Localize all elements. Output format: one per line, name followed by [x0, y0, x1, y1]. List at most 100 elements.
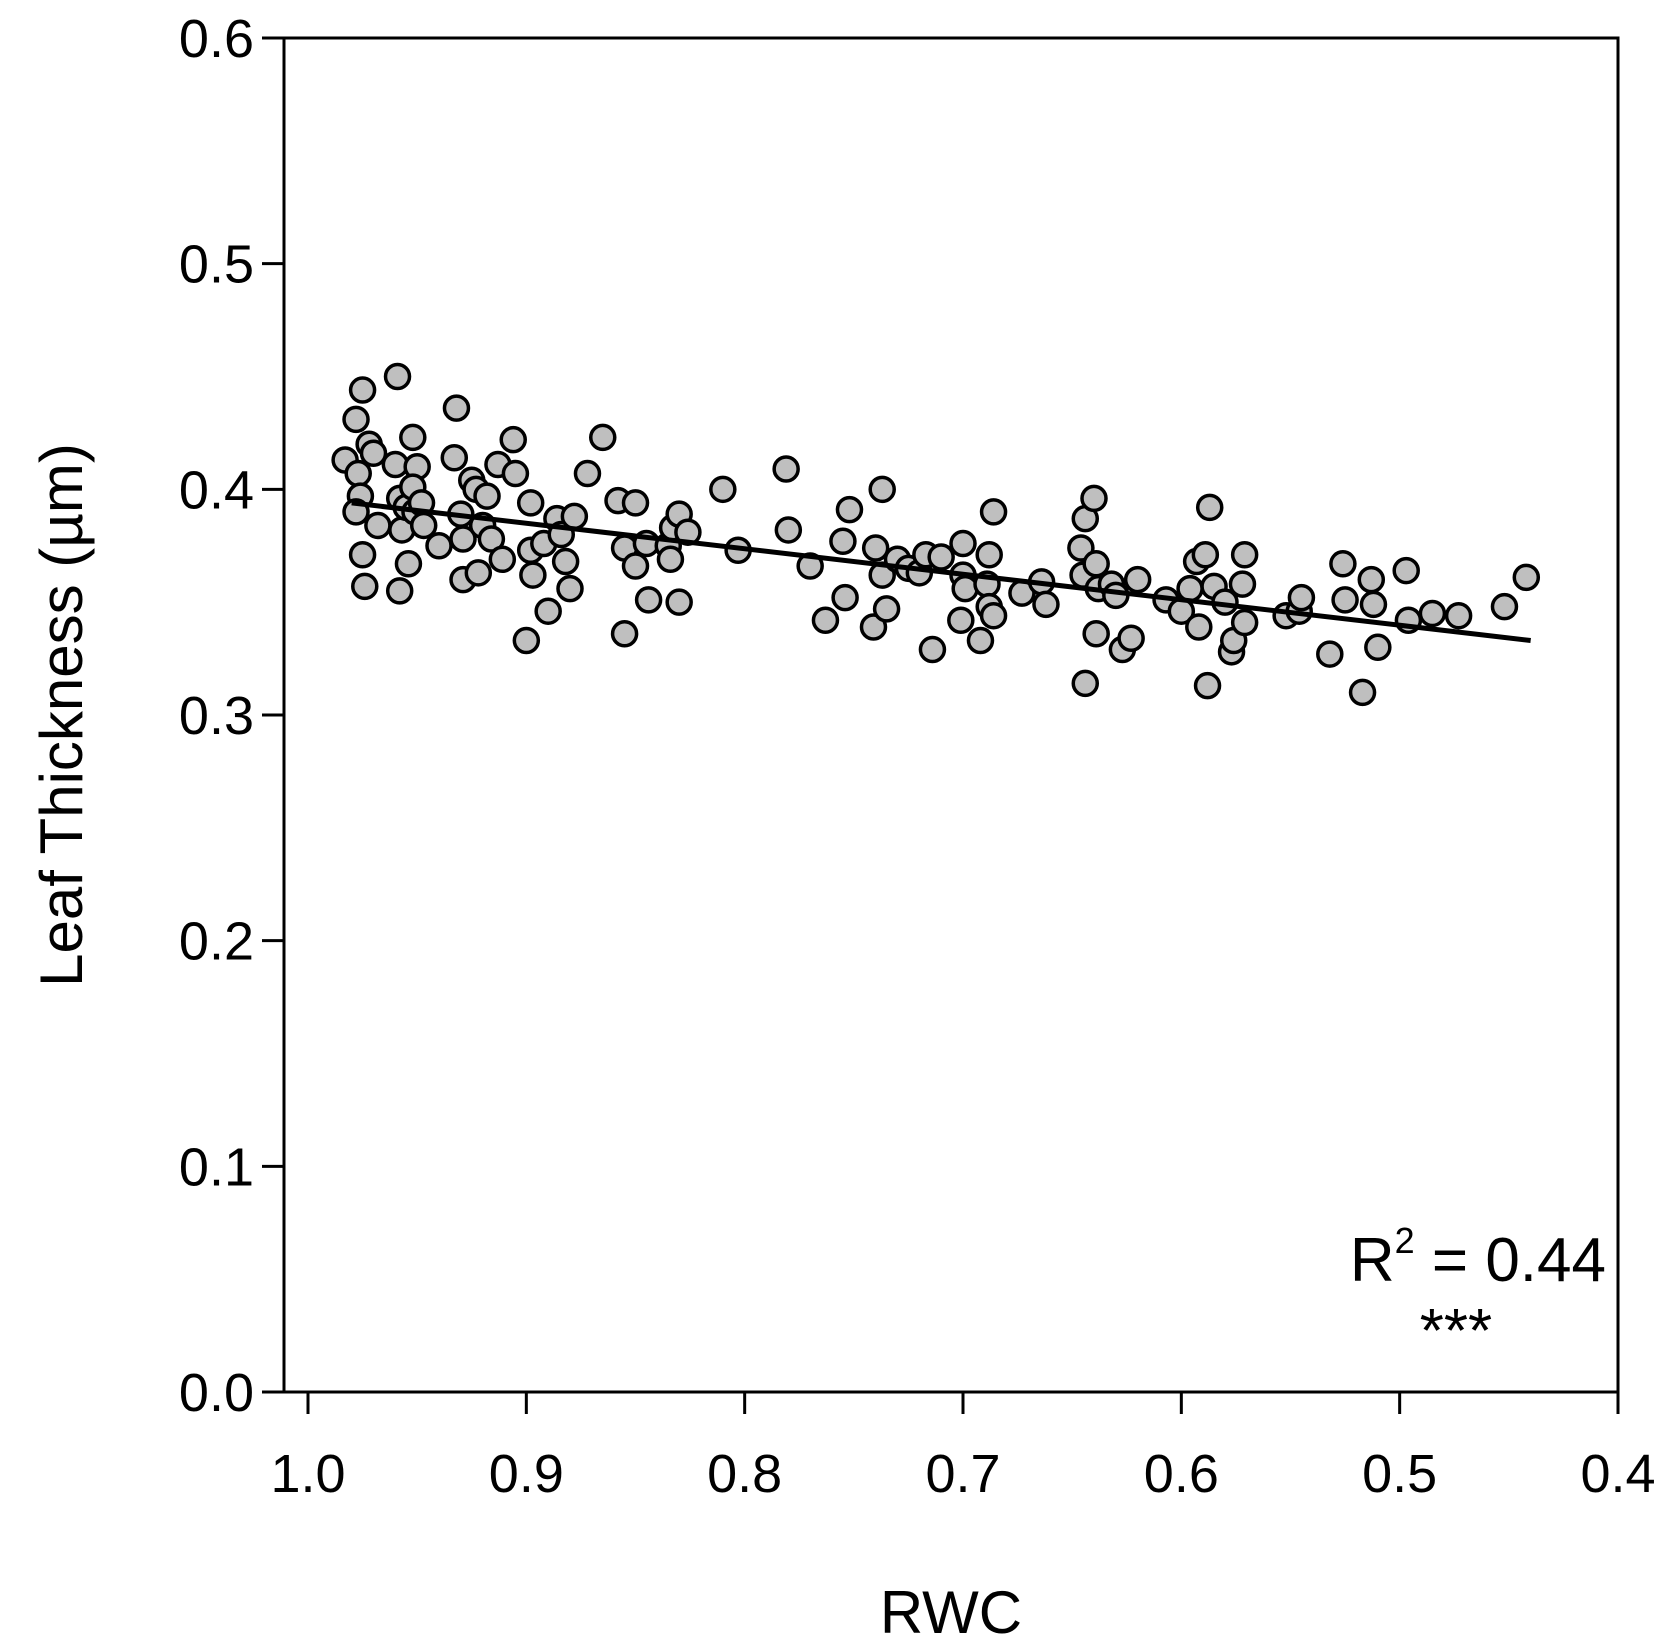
data-point [927, 543, 955, 571]
data-point [344, 459, 372, 488]
significance-stars: *** [1420, 1297, 1492, 1366]
data-point [348, 376, 377, 404]
data-point [440, 443, 469, 472]
data-point [1316, 640, 1344, 668]
data-point [610, 620, 639, 648]
data-point [868, 475, 896, 504]
data-point [1228, 570, 1257, 598]
data-point [621, 489, 650, 517]
data-point [966, 626, 995, 655]
data-point [464, 559, 493, 587]
data-point [351, 572, 379, 601]
data-point [665, 588, 693, 616]
data-point [1032, 590, 1060, 619]
data-point [501, 459, 530, 488]
data-point [634, 586, 663, 614]
data-point [589, 423, 617, 452]
r-squared-value: = 0.44 [1415, 1226, 1606, 1295]
data-point [918, 635, 947, 664]
data-point [621, 552, 650, 580]
data-point [499, 425, 527, 454]
y-tick-label: 0.3 [179, 686, 254, 746]
data-point [473, 482, 501, 510]
scatter-points [331, 362, 1541, 707]
data-point [342, 405, 370, 434]
data-point [861, 534, 890, 562]
data-point [859, 613, 888, 641]
x-tick-label: 0.8 [707, 1444, 782, 1504]
data-point [831, 583, 859, 612]
data-point [1230, 608, 1259, 637]
data-point [1444, 601, 1473, 630]
data-point [975, 541, 1003, 569]
data-point [560, 502, 589, 531]
y-tick-label: 0.1 [179, 1137, 254, 1197]
data-point [774, 516, 803, 544]
data-point [709, 475, 737, 504]
data-point [1080, 484, 1108, 513]
data-point [1287, 583, 1316, 612]
data-point [519, 561, 547, 589]
data-point [1195, 493, 1224, 522]
data-point [949, 529, 977, 558]
data-point [1331, 586, 1359, 614]
data-point [556, 574, 584, 603]
data-point [359, 439, 388, 467]
data-point [772, 455, 800, 483]
data-point [488, 545, 517, 574]
data-point [364, 511, 392, 540]
y-tick-label: 0.6 [179, 9, 254, 69]
data-point [1512, 563, 1541, 592]
data-point [1185, 613, 1213, 641]
x-tick-label: 0.6 [1144, 1444, 1219, 1504]
data-point [385, 577, 414, 605]
data-point [1176, 574, 1204, 603]
x-tick-label: 0.7 [925, 1444, 1000, 1504]
data-point [1490, 592, 1519, 621]
data-point [1418, 599, 1447, 628]
data-point [394, 550, 423, 578]
data-point [1359, 590, 1388, 619]
data-point [656, 545, 685, 574]
data-point [409, 511, 438, 540]
data-point [399, 423, 427, 452]
data-point [979, 601, 1008, 630]
x-tick-label: 0.5 [1362, 1444, 1437, 1504]
data-point [1392, 556, 1420, 585]
axis-ticks [262, 36, 1620, 1414]
data-point [811, 606, 840, 634]
data-point [1191, 541, 1220, 569]
y-tick-label: 0.0 [179, 1363, 254, 1423]
regression-line [351, 500, 1531, 644]
data-point [348, 541, 377, 569]
data-point [1329, 550, 1357, 578]
data-point [442, 394, 471, 422]
data-point [835, 495, 864, 524]
data-point [1082, 620, 1110, 648]
y-tick-label: 0.5 [179, 235, 254, 295]
data-point [425, 532, 453, 560]
data-point [512, 626, 541, 655]
data-point [1117, 624, 1145, 653]
data-point [1123, 565, 1152, 594]
data-point [1230, 541, 1259, 569]
data-point [1193, 671, 1222, 700]
data-point [383, 362, 412, 391]
y-tick-label: 0.2 [179, 912, 254, 972]
data-point [1357, 565, 1386, 594]
data-point [516, 489, 545, 517]
y-tick-label: 0.4 [179, 460, 254, 520]
data-point [1082, 550, 1110, 578]
data-point [551, 547, 580, 576]
data-point [534, 597, 562, 625]
x-tick-label: 0.4 [1580, 1444, 1655, 1504]
data-point [951, 574, 979, 603]
data-point [829, 527, 857, 555]
data-point [1348, 678, 1377, 707]
r-squared-annotation: R2 = 0.44 [1350, 1220, 1606, 1295]
y-axis-title: Leaf Thickness (µm) [28, 443, 95, 987]
x-axis-title: RWC [880, 1579, 1022, 1643]
x-tick-label: 1.0 [270, 1444, 345, 1504]
